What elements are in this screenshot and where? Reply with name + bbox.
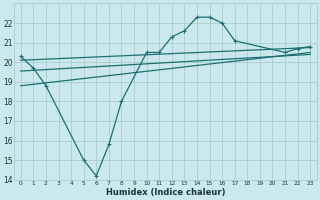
X-axis label: Humidex (Indice chaleur): Humidex (Indice chaleur) [106,188,225,197]
